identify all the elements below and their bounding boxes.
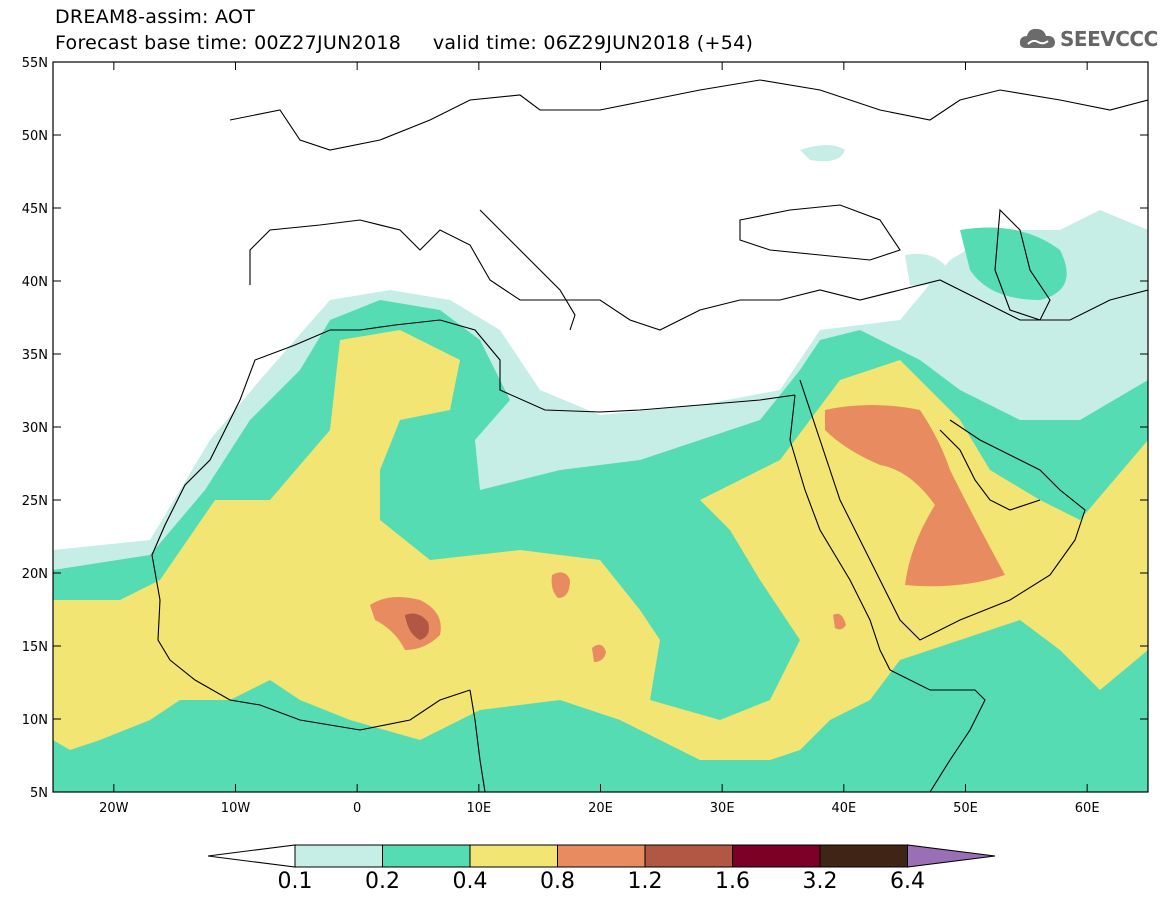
lat-axis: 5N 10N 15N 20N 25N 30N 35N 40N 45N 50N 55N (22, 56, 1148, 801)
aot-band-0.8d (592, 644, 606, 662)
aot-band-0.2b (960, 227, 1067, 300)
lon-axis: 20W 10W 0 10E 20E 30E 40E 50E 60E (99, 62, 1100, 816)
colorbar-swatch (557, 844, 646, 868)
coast-west-africa (151, 329, 471, 731)
colorbar-level-label: 0.4 (452, 869, 488, 894)
colorbar-swatch (732, 844, 821, 868)
lat-label: 30N (22, 421, 48, 436)
coastlines (151, 79, 1148, 792)
colorbar-level-label: 6.4 (890, 869, 925, 894)
lat-label: 25N (22, 494, 48, 509)
coast-arabia (799, 379, 1086, 641)
colorbar-level-label: 1.2 (627, 869, 663, 894)
colorbar-level-label: 1.6 (715, 869, 750, 894)
lat-label: 5N (30, 786, 48, 801)
colorbar-swatch (819, 844, 908, 868)
aot-shading (53, 145, 1148, 792)
map-title: DREAM8-assim: AOT (55, 6, 256, 28)
lat-label: 45N (22, 202, 48, 217)
lat-label: 15N (22, 640, 48, 655)
lat-label: 20N (22, 567, 48, 582)
aot-band-0.8b (825, 405, 1005, 587)
lon-label: 40E (831, 801, 856, 816)
coast-north-europe (229, 79, 1148, 151)
colorbar-above-arrow (907, 844, 996, 868)
lat-label: 40N (22, 275, 48, 290)
seevccc-logo: SEEVCCC (1018, 24, 1158, 54)
coast-black-sea (739, 204, 901, 261)
lon-label: 0 (353, 801, 361, 816)
colorbar-swatch (294, 844, 383, 868)
colorbar-swatch (382, 844, 471, 868)
coast-red-sea (789, 394, 891, 671)
lat-label: 50N (22, 129, 48, 144)
lat-label: 55N (22, 56, 48, 71)
lon-label: 30E (710, 801, 735, 816)
coast-north-africa (359, 319, 796, 413)
aot-band-0.1c (905, 253, 945, 286)
colorbar-swatch (644, 844, 733, 868)
aot-band-1.2 (405, 613, 429, 640)
colorbar-level-label: 3.2 (802, 869, 838, 894)
coast-europe (249, 219, 1148, 331)
lon-label: 20E (588, 801, 613, 816)
coast-persian-gulf (939, 429, 1041, 511)
lon-label: 50E (953, 801, 978, 816)
lon-label: 20W (99, 801, 129, 816)
colorbar-swatch (469, 844, 558, 868)
colorbar-below-arrow (207, 844, 296, 868)
coast-caspian (994, 208, 1051, 321)
colorbar-level-label: 0.2 (365, 869, 400, 894)
colorbar (207, 844, 996, 868)
aot-band-0.8e (833, 613, 846, 630)
lon-label: 10W (221, 801, 251, 816)
lat-label: 35N (22, 348, 48, 363)
aot-band-0.1b (800, 145, 845, 162)
colorbar-level-label: 0.1 (277, 869, 313, 894)
lat-label: 10N (22, 713, 48, 728)
cloud-icon (1019, 28, 1055, 48)
coast-italy (479, 209, 576, 331)
lon-label: 60E (1075, 801, 1100, 816)
coast-horn (889, 669, 986, 792)
forecast-time-line: Forecast base time: 00Z27JUN2018 valid t… (55, 32, 754, 54)
logo-text: SEEVCCC (1060, 27, 1158, 51)
lon-label: 10E (466, 801, 491, 816)
aot-band-0.8c (551, 572, 570, 598)
colorbar-level-label: 0.8 (540, 869, 575, 894)
coast-gulf-of-guinea (469, 689, 486, 792)
